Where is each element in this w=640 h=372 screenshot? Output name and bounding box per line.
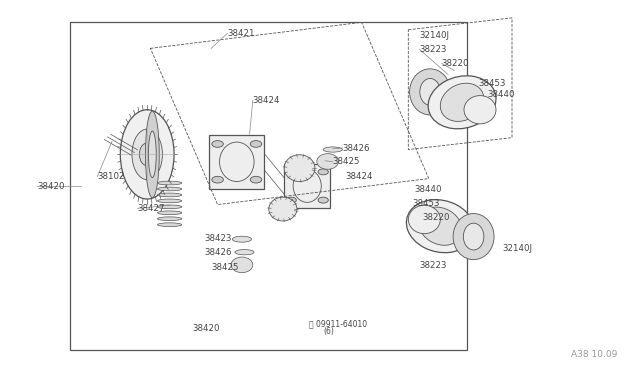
Ellipse shape: [157, 217, 182, 221]
Ellipse shape: [157, 205, 182, 209]
Ellipse shape: [157, 223, 182, 227]
Ellipse shape: [420, 78, 440, 105]
Circle shape: [286, 197, 296, 203]
Ellipse shape: [148, 131, 156, 178]
Ellipse shape: [140, 143, 155, 166]
Text: 38440: 38440: [488, 90, 515, 99]
Ellipse shape: [463, 223, 484, 250]
Ellipse shape: [317, 154, 339, 169]
Ellipse shape: [284, 155, 315, 182]
Text: 38423: 38423: [205, 234, 232, 243]
Ellipse shape: [235, 250, 254, 255]
Ellipse shape: [157, 199, 182, 203]
Text: 38421: 38421: [227, 29, 255, 38]
Text: 38420: 38420: [37, 182, 65, 190]
Text: 38102: 38102: [97, 172, 125, 181]
Text: 38223: 38223: [419, 262, 447, 270]
Text: 38453: 38453: [413, 199, 440, 208]
Ellipse shape: [464, 96, 496, 124]
Circle shape: [250, 176, 262, 183]
Ellipse shape: [157, 211, 182, 215]
Text: 38220: 38220: [422, 213, 450, 222]
Ellipse shape: [269, 197, 297, 221]
Text: 32140J: 32140J: [502, 244, 532, 253]
Text: 38427: 38427: [138, 204, 165, 213]
Ellipse shape: [440, 83, 484, 121]
Ellipse shape: [453, 214, 494, 260]
Circle shape: [250, 141, 262, 147]
Text: 38426: 38426: [205, 248, 232, 257]
Ellipse shape: [406, 200, 474, 253]
Ellipse shape: [428, 76, 496, 129]
Text: 32140J: 32140J: [419, 31, 449, 40]
Text: 38220: 38220: [442, 59, 469, 68]
Ellipse shape: [323, 147, 342, 152]
Text: 38424: 38424: [346, 172, 373, 181]
Text: 38420: 38420: [192, 324, 220, 333]
Ellipse shape: [408, 205, 440, 234]
Bar: [209, 135, 264, 189]
Ellipse shape: [132, 129, 163, 180]
Text: 38425: 38425: [211, 263, 239, 272]
Text: 38426: 38426: [342, 144, 370, 153]
Ellipse shape: [157, 181, 182, 185]
Bar: [70, 22, 467, 350]
Circle shape: [318, 197, 328, 203]
Circle shape: [286, 169, 296, 175]
Text: A38 10.09: A38 10.09: [572, 350, 618, 359]
Circle shape: [318, 169, 328, 175]
Ellipse shape: [157, 187, 182, 191]
Ellipse shape: [231, 257, 253, 273]
Bar: [284, 164, 330, 208]
Ellipse shape: [410, 69, 451, 115]
Text: ⓝ 09911-64010: ⓝ 09911-64010: [309, 319, 367, 328]
Text: 38223: 38223: [419, 45, 447, 54]
Ellipse shape: [120, 110, 174, 199]
Text: 38453: 38453: [479, 79, 506, 88]
Ellipse shape: [157, 193, 182, 197]
Ellipse shape: [232, 236, 252, 242]
Circle shape: [212, 141, 223, 147]
Text: 38440: 38440: [415, 185, 442, 194]
Text: 38424: 38424: [253, 96, 280, 105]
Ellipse shape: [419, 207, 462, 245]
Text: 38425: 38425: [333, 157, 360, 166]
Circle shape: [212, 176, 223, 183]
Ellipse shape: [145, 111, 159, 198]
Text: (6): (6): [324, 327, 335, 336]
